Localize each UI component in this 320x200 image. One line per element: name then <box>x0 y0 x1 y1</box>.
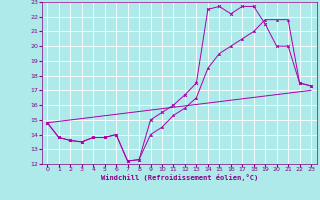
X-axis label: Windchill (Refroidissement éolien,°C): Windchill (Refroidissement éolien,°C) <box>100 174 258 181</box>
